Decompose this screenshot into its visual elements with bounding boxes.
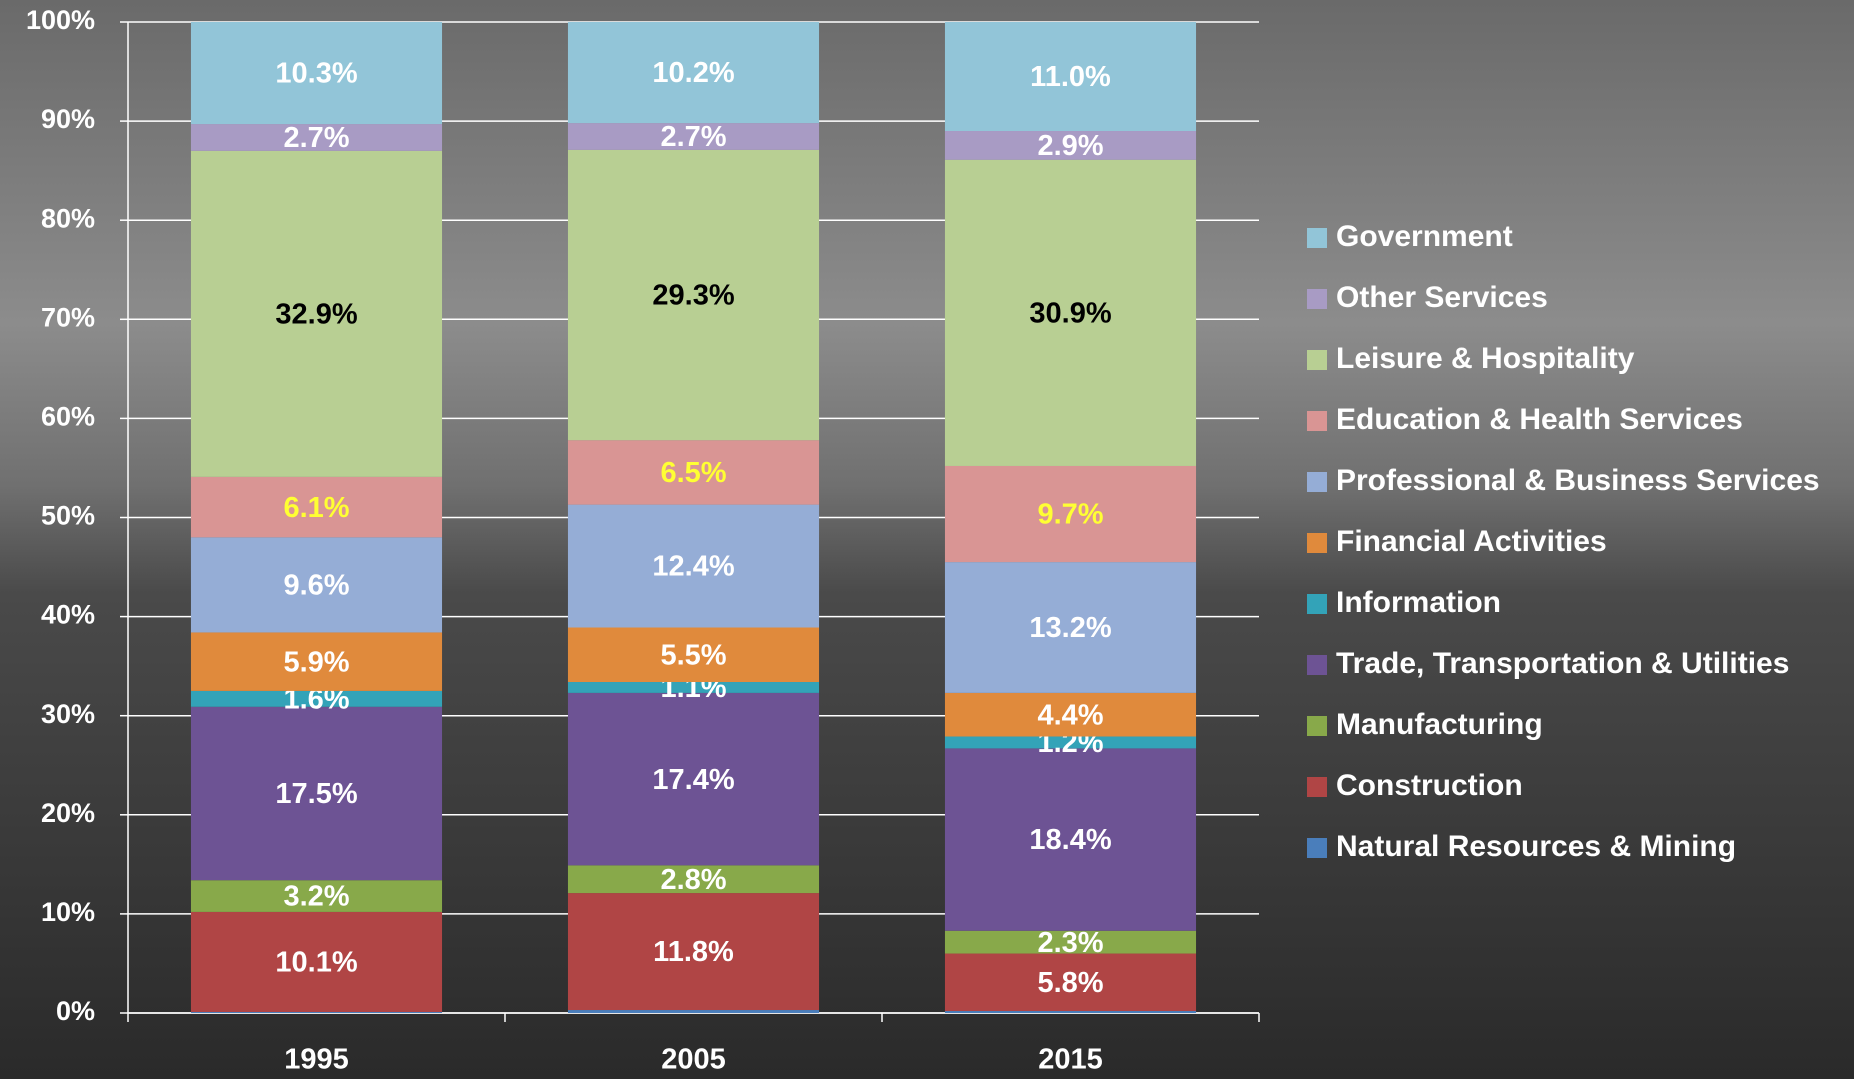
- value-label: 2.8%: [660, 864, 726, 896]
- bar-segment: [568, 1010, 819, 1013]
- value-label: 5.5%: [660, 639, 726, 671]
- y-tick-label: 70%: [41, 302, 95, 332]
- legend-swatch: [1307, 472, 1327, 492]
- legend-label: Natural Resources & Mining: [1336, 830, 1736, 863]
- y-tick-label: 60%: [41, 402, 95, 432]
- value-label: 5.9%: [283, 646, 349, 678]
- legend-label: Financial Activities: [1336, 525, 1607, 558]
- value-label: 13.2%: [1029, 612, 1111, 644]
- legend-swatch: [1307, 777, 1327, 797]
- legend-swatch: [1307, 411, 1327, 431]
- y-tick-label: 100%: [26, 5, 95, 35]
- legend-label: Trade, Transportation & Utilities: [1336, 647, 1789, 680]
- value-label: 2.7%: [283, 122, 349, 154]
- legend-swatch: [1307, 228, 1327, 248]
- value-label: 10.2%: [652, 57, 734, 89]
- value-label: 30.9%: [1029, 298, 1111, 330]
- value-label: 10.3%: [275, 58, 357, 90]
- legend-swatch: [1307, 838, 1327, 858]
- value-label: 2.3%: [1037, 927, 1103, 959]
- chart: 0% 10% 20% 30% 40% 50% 60% 70% 80% 90% 100% 10.1% 3.…: [0, 0, 1854, 1079]
- legend-label: Professional & Business Services: [1336, 464, 1820, 497]
- legend-swatch: [1307, 289, 1327, 309]
- legend-swatch: [1307, 350, 1327, 370]
- value-label: 5.8%: [1037, 967, 1103, 999]
- value-label: 3.2%: [283, 881, 349, 913]
- legend-label: Information: [1336, 586, 1501, 619]
- value-label: 9.6%: [283, 570, 349, 602]
- y-tick-label: 0%: [56, 996, 95, 1026]
- bar-segment: [945, 1011, 1196, 1013]
- y-tick-label: 80%: [41, 203, 95, 233]
- legend-swatch: [1307, 655, 1327, 675]
- y-tick-label: 90%: [41, 104, 95, 134]
- y-tick-label: 10%: [41, 897, 95, 927]
- x-tick-label: 2015: [1038, 1044, 1103, 1076]
- value-label: 18.4%: [1029, 824, 1111, 856]
- legend-label: Education & Health Services: [1336, 403, 1743, 436]
- value-label: 2.7%: [660, 121, 726, 153]
- legend-swatch: [1307, 594, 1327, 614]
- x-tick-label: 1995: [284, 1044, 349, 1076]
- value-label: 2.9%: [1037, 130, 1103, 162]
- legend-label: Construction: [1336, 769, 1523, 802]
- y-tick-label: 50%: [41, 501, 95, 531]
- value-label: 32.9%: [275, 299, 357, 331]
- value-label: 11.8%: [653, 936, 734, 968]
- value-label: 11.0%: [1030, 61, 1111, 93]
- legend-swatch: [1307, 533, 1327, 553]
- legend-swatch: [1307, 716, 1327, 736]
- value-label: 29.3%: [652, 280, 734, 312]
- legend-label: Other Services: [1336, 281, 1548, 314]
- value-label: 10.1%: [275, 947, 357, 979]
- legend-label: Government: [1336, 220, 1513, 253]
- value-label: 9.7%: [1037, 499, 1103, 531]
- value-label: 4.4%: [1037, 699, 1103, 731]
- y-tick-label: 20%: [41, 798, 95, 828]
- x-tick-label: 2005: [661, 1044, 726, 1076]
- bar-segment: [191, 1012, 442, 1013]
- legend-label: Leisure & Hospitality: [1336, 342, 1635, 375]
- y-tick-label: 30%: [41, 699, 95, 729]
- value-label: 17.4%: [652, 764, 734, 796]
- legend-label: Manufacturing: [1336, 708, 1543, 741]
- value-label: 6.1%: [283, 492, 349, 524]
- value-label: 6.5%: [660, 457, 726, 489]
- value-label: 17.5%: [275, 778, 357, 810]
- value-label: 12.4%: [652, 551, 734, 583]
- y-tick-label: 40%: [41, 600, 95, 630]
